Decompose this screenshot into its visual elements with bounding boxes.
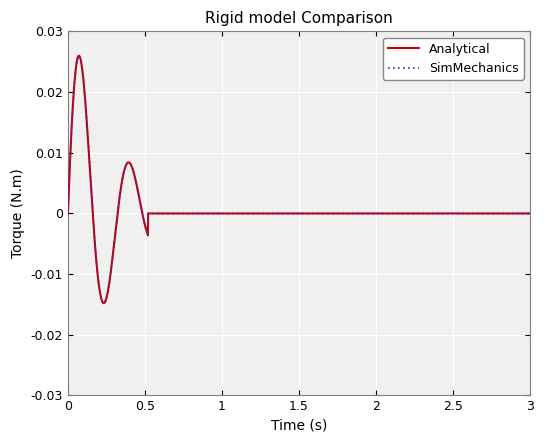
Legend: Analytical, SimMechanics: Analytical, SimMechanics [383, 38, 524, 80]
SimMechanics [274, 211, 280, 216]
Analytical [65, 211, 71, 216]
Analytical [174, 211, 181, 216]
Line: SimMechanics: SimMechanics [68, 56, 530, 303]
SimMechanics [473, 211, 479, 216]
Y-axis label: Torque (N.m): Torque (N.m) [11, 169, 25, 258]
Title: Rigid model Comparison: Rigid model Comparison [205, 11, 393, 26]
Analytical [100, 301, 107, 306]
Analytical [76, 53, 82, 58]
SimMechanics [70, 96, 76, 101]
Analytical [274, 211, 280, 216]
Analytical [412, 211, 419, 216]
SimMechanics [76, 53, 82, 58]
SimMechanics [412, 211, 419, 216]
SimMechanics [65, 211, 71, 216]
Analytical [473, 211, 479, 216]
SimMechanics [100, 301, 107, 306]
Analytical [70, 96, 76, 101]
X-axis label: Time (s): Time (s) [271, 419, 327, 433]
SimMechanics [174, 211, 181, 216]
SimMechanics [520, 211, 527, 216]
Analytical [526, 211, 533, 216]
Line: Analytical: Analytical [68, 56, 530, 303]
Analytical [520, 211, 527, 216]
SimMechanics [526, 211, 533, 216]
